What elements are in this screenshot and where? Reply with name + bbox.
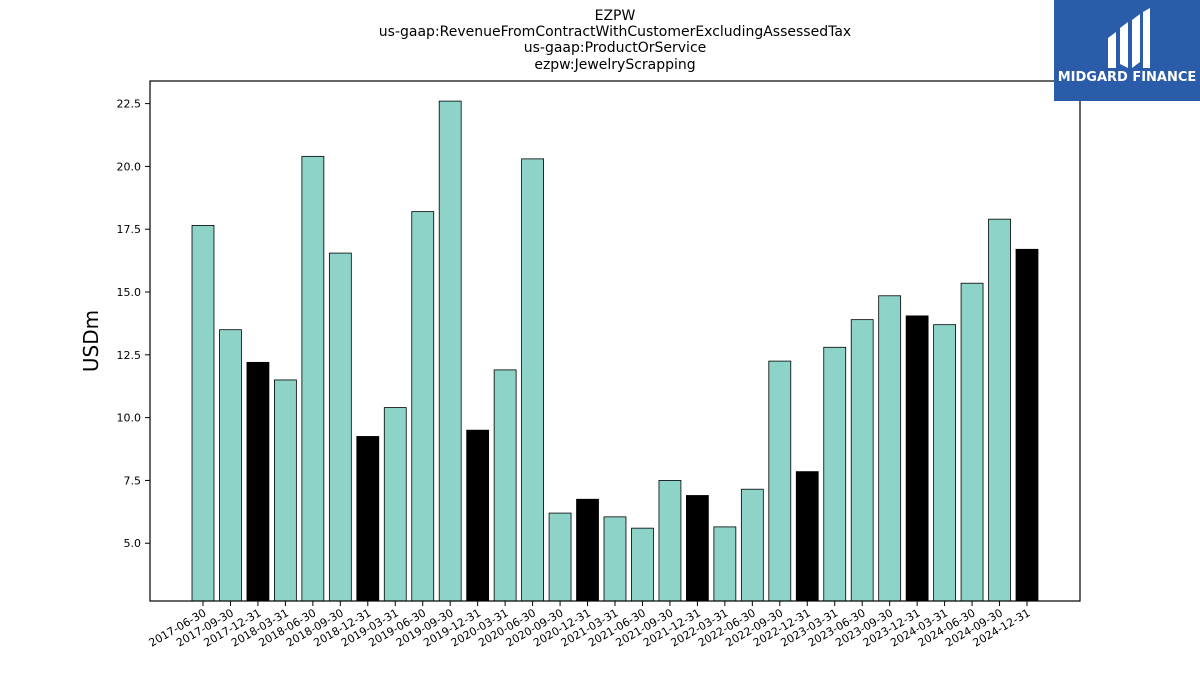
bar-2024-03-31 bbox=[933, 324, 956, 602]
bar-2020-03-31 bbox=[493, 369, 517, 602]
bar-2019-09-30 bbox=[438, 100, 462, 602]
y-axis-label: USDm bbox=[79, 310, 103, 372]
bar-2023-03-31 bbox=[823, 346, 847, 602]
bar-2023-09-30 bbox=[878, 295, 902, 602]
y-tick-label: 5.0 bbox=[124, 537, 142, 550]
y-tick-label: 12.5 bbox=[117, 349, 142, 362]
bar-2024-09-30 bbox=[988, 218, 1011, 602]
bar-2020-06-30 bbox=[521, 158, 544, 602]
title-line-4: ezpw:JewelryScrapping bbox=[534, 57, 695, 73]
y-tick-label: 7.5 bbox=[124, 474, 142, 487]
bar-2017-06-30 bbox=[191, 225, 215, 602]
y-axis-ticks: 5.0 7.5 10.0 12.5 15.0 17.5 20.0 22.5 bbox=[117, 98, 150, 550]
bar-2017-09-30 bbox=[219, 329, 242, 602]
bar-2021-12-31 bbox=[686, 495, 709, 602]
title-line-3: us-gaap:ProductOrService bbox=[524, 40, 707, 56]
bar-2018-03-31 bbox=[274, 379, 297, 602]
bar-2022-03-31 bbox=[713, 526, 737, 602]
bar-2021-06-30 bbox=[631, 527, 654, 602]
bar-2020-09-30 bbox=[548, 512, 572, 602]
bar-2024-06-30 bbox=[960, 282, 984, 602]
plot-frame bbox=[149, 80, 1081, 602]
bar-2020-12-31 bbox=[576, 498, 599, 602]
bar-2023-12-31 bbox=[905, 315, 929, 602]
bar-2022-12-31 bbox=[795, 471, 819, 602]
bar-2023-06-30 bbox=[850, 319, 874, 602]
bar-2019-12-31 bbox=[466, 429, 490, 602]
y-tick-label: 20.0 bbox=[117, 160, 142, 173]
bar-2021-09-30 bbox=[658, 480, 682, 602]
bars bbox=[191, 100, 1039, 602]
y-tick-label: 17.5 bbox=[117, 223, 142, 236]
x-axis-ticks: 2017-06-302017-09-302017-12-312018-03-31… bbox=[147, 601, 1033, 650]
logo-text: MIDGARD FINANCE bbox=[1058, 70, 1197, 85]
bar-2018-12-31 bbox=[356, 436, 380, 602]
logo-mark-icon bbox=[1108, 8, 1150, 68]
bar-2024-12-31 bbox=[1015, 248, 1039, 602]
bar-2021-03-31 bbox=[603, 516, 627, 602]
y-tick-label: 10.0 bbox=[117, 412, 142, 425]
bar-2022-06-30 bbox=[740, 488, 764, 602]
bar-2017-12-31 bbox=[246, 361, 270, 602]
bar-2018-06-30 bbox=[301, 155, 325, 602]
chart-title: EZPW us-gaap:RevenueFromContractWithCust… bbox=[379, 8, 851, 73]
title-line-2: us-gaap:RevenueFromContractWithCustomerE… bbox=[379, 24, 851, 40]
y-tick-label: 15.0 bbox=[117, 286, 142, 299]
bar-2018-09-30 bbox=[328, 252, 352, 602]
y-tick-label: 22.5 bbox=[117, 98, 142, 111]
bar-2019-03-31 bbox=[383, 407, 407, 602]
bar-2019-06-30 bbox=[411, 211, 435, 602]
midgard-finance-logo: MIDGARD FINANCE bbox=[1054, 0, 1200, 101]
title-line-1: EZPW bbox=[595, 8, 636, 24]
bar-2022-09-30 bbox=[768, 360, 792, 602]
